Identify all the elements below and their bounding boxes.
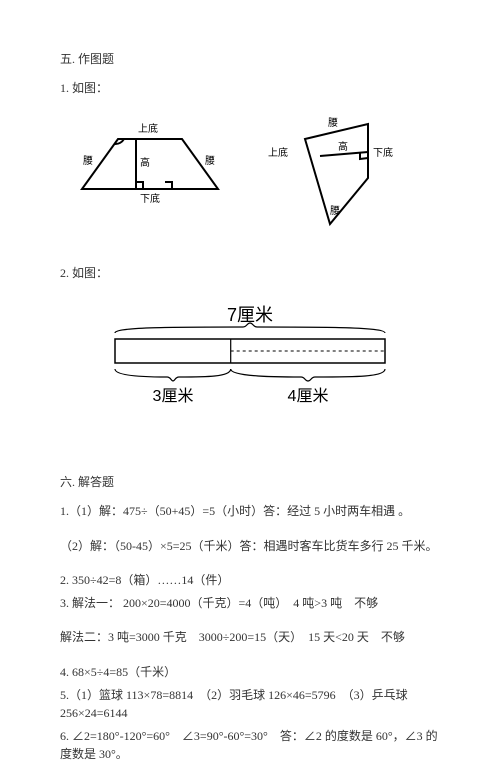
figure-2: 7厘米 3厘米 4厘米 [60, 299, 440, 423]
trapezoid-horizontal: 上底 下底 腰 腰 高 [70, 114, 230, 214]
answer-line: （2）解：（50-45）×5=25（千米）答：相遇时客车比货车多行 25 千米。 [60, 537, 440, 556]
answer-line: 3. 解法一： 200×20=4000（千克）=4（吨） 4 吨>3 吨 不够 [60, 594, 440, 613]
section-5-title: 五. 作图题 [60, 50, 440, 67]
label-bottom: 下底 [140, 192, 160, 205]
answer-line: 2. 350÷42=8（箱）……14（件） [60, 571, 440, 590]
label-leg-b: 腰 [330, 205, 340, 217]
figure-1-row: 上底 下底 腰 腰 高 上底 下底 腰 腰 高 [70, 114, 440, 234]
total-length-label: 7厘米 [227, 305, 273, 325]
answer-line: 6. ∠2=180°-120°=60° ∠3=90°-60°=30° 答：∠2 … [60, 727, 440, 764]
left-length-label: 3厘米 [153, 387, 194, 405]
item-1-label: 1. 如图： [60, 79, 440, 96]
label-bottom-v: 下底 [373, 146, 393, 159]
answer-line: 解法二：3 吨=3000 千克 3000÷200=15（天） 15 天<20 天… [60, 628, 440, 647]
right-length-label: 4厘米 [288, 387, 329, 405]
label-height-v: 高 [338, 140, 348, 153]
answer-line: 1.（1）解：475÷（50+45）=5（小时）答：经过 5 小时两车相遇 。 [60, 502, 440, 521]
answers-block: 1.（1）解：475÷（50+45）=5（小时）答：经过 5 小时两车相遇 。 … [60, 502, 440, 764]
label-leg-l: 腰 [83, 155, 93, 167]
answer-line: 4. 68×5÷4=85（千米） [60, 663, 440, 682]
answer-line: 5.（1）篮球 113×78=8814 （2）羽毛球 126×46=5796 （… [60, 686, 440, 723]
section-6-title: 六. 解答题 [60, 473, 440, 490]
trapezoid-vertical: 上底 下底 腰 腰 高 [260, 114, 410, 234]
label-leg-r: 腰 [205, 155, 215, 167]
label-leg-t: 腰 [328, 117, 338, 129]
label-top-v: 上底 [268, 146, 288, 159]
item-2-label: 2. 如图： [60, 264, 440, 281]
label-height: 高 [140, 156, 150, 169]
label-top: 上底 [138, 122, 158, 135]
